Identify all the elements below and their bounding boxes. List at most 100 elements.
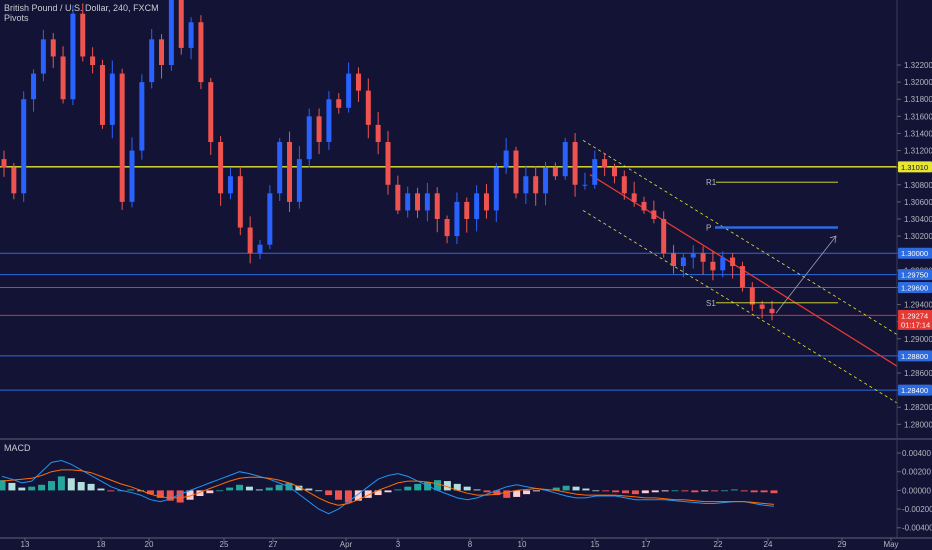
price-tick-label: 1.28200 [904, 403, 932, 412]
macd-histogram-bar [612, 490, 620, 493]
candle-body [700, 253, 706, 262]
candle-body [227, 176, 233, 194]
candle-body [572, 142, 578, 185]
macd-histogram-bar [622, 490, 630, 494]
macd-axis: 0.00400 0.00200 0.00000 -0.00200 -0.00400 [0, 440, 932, 539]
macd-histogram-bar [57, 476, 65, 491]
candle-body [749, 287, 755, 305]
level-tag-bg [898, 281, 932, 293]
macd-histogram-bar [216, 490, 224, 492]
time-tick-label: May [883, 540, 898, 549]
price-tick-label: 1.32000 [904, 78, 932, 87]
macd-histogram-bar [750, 490, 758, 493]
candle-body [277, 142, 283, 194]
time-tick-label: 29 [838, 540, 847, 549]
candle-body [759, 304, 765, 309]
candle-body [651, 210, 657, 219]
macd-histogram-bar [97, 488, 105, 491]
time-axis[interactable]: 13 18 20 25 27 Apr 3 8 10 15 17 22 24 29 May [21, 538, 899, 549]
horizontal-levels [0, 166, 897, 391]
level-tag-bg [898, 161, 932, 173]
candle-body [454, 201, 460, 237]
symbol-title: British Pound / U.S. Dollar, 240, FXCM [4, 3, 159, 13]
level-tag-bg [898, 384, 932, 396]
macd-histogram-bar [503, 490, 511, 498]
macd-pane[interactable] [0, 459, 778, 515]
macd-histogram-bar [364, 490, 372, 498]
level-price-tag: 1.30000 [898, 247, 932, 259]
candle-body [769, 308, 775, 314]
price-tick-label: 1.31600 [904, 112, 932, 121]
candle-body [316, 116, 322, 143]
candle-body [375, 124, 381, 143]
time-tick-label: Apr [340, 540, 353, 549]
level-tag-label: 1.30000 [901, 249, 928, 258]
candle-body [661, 219, 667, 254]
candle-body [415, 193, 421, 211]
macd-histogram-bar [671, 490, 679, 492]
candle-body [503, 150, 509, 168]
macd-histogram-bar [552, 487, 560, 491]
price-axis[interactable]: 1.32200 1.32000 1.31800 1.31600 1.31400 1.312… [896, 0, 932, 438]
macd-histogram-bar [226, 487, 234, 491]
candlesticks[interactable] [1, 0, 775, 321]
macd-histogram-bar [176, 490, 184, 503]
macd-histogram-bar [166, 490, 174, 501]
level-tag-bg [898, 350, 932, 362]
candle-body [523, 176, 529, 194]
macd-histogram-bar [760, 490, 768, 493]
candle-body [247, 227, 253, 254]
macd-histogram-bar [186, 490, 194, 500]
price-tick-label: 1.30400 [904, 215, 932, 224]
macd-histogram-bar [582, 488, 590, 491]
signal-line [1, 469, 775, 506]
current-price-bg [898, 309, 932, 330]
price-tick-label: 1.32200 [904, 61, 932, 70]
candle-body [483, 193, 489, 211]
candle-body [139, 82, 145, 151]
candle-body [602, 159, 608, 168]
macd-histogram-bar [255, 489, 263, 491]
level-price-tag: 1.29600 [898, 281, 932, 293]
level-price-tag: 1.28400 [898, 384, 932, 396]
macd-histogram-bar [18, 487, 26, 491]
candle-body [355, 73, 361, 91]
macd-histogram-bar [265, 487, 273, 491]
level-price-tag: 1.31010 [898, 161, 932, 173]
candle-body [434, 193, 440, 219]
candle-body [188, 22, 194, 48]
level-price-tag: 1.29750 [898, 269, 932, 281]
candle-body [326, 99, 332, 143]
macd-histogram-bar [592, 490, 600, 492]
macd-line [1, 459, 775, 515]
macd-histogram-bar [572, 486, 580, 491]
candle-body [257, 244, 263, 254]
macd-histogram-bar [443, 481, 451, 491]
macd-histogram-bar [67, 478, 75, 491]
candle-body [99, 65, 105, 125]
macd-histogram-bar [354, 490, 362, 501]
candle-body [50, 39, 56, 57]
macd-histogram-bar [493, 490, 501, 496]
candle-body [720, 257, 726, 271]
level-tag-label: 1.29750 [901, 271, 928, 280]
macd-histogram-bar [146, 490, 154, 495]
macd-tick-label: 0.00400 [902, 449, 931, 458]
macd-histogram-bar [562, 485, 570, 491]
channel-upper [582, 139, 898, 335]
candle-body [582, 184, 588, 186]
macd-tick-label: -0.00400 [902, 524, 932, 533]
macd-label: MACD [4, 443, 31, 453]
candle-body [671, 253, 677, 267]
candle-body [178, 0, 184, 48]
price-tick-label: 1.30200 [904, 232, 932, 241]
macd-histogram-bar [384, 490, 392, 493]
candle-body [287, 142, 293, 202]
macd-histogram-bar [473, 489, 481, 491]
pivot-lines: R1 P S1 [706, 178, 838, 308]
candle-body [621, 176, 627, 194]
level-tag-bg [898, 247, 932, 259]
macd-histogram-bar [602, 490, 610, 492]
projection-arrowhead [829, 235, 837, 244]
